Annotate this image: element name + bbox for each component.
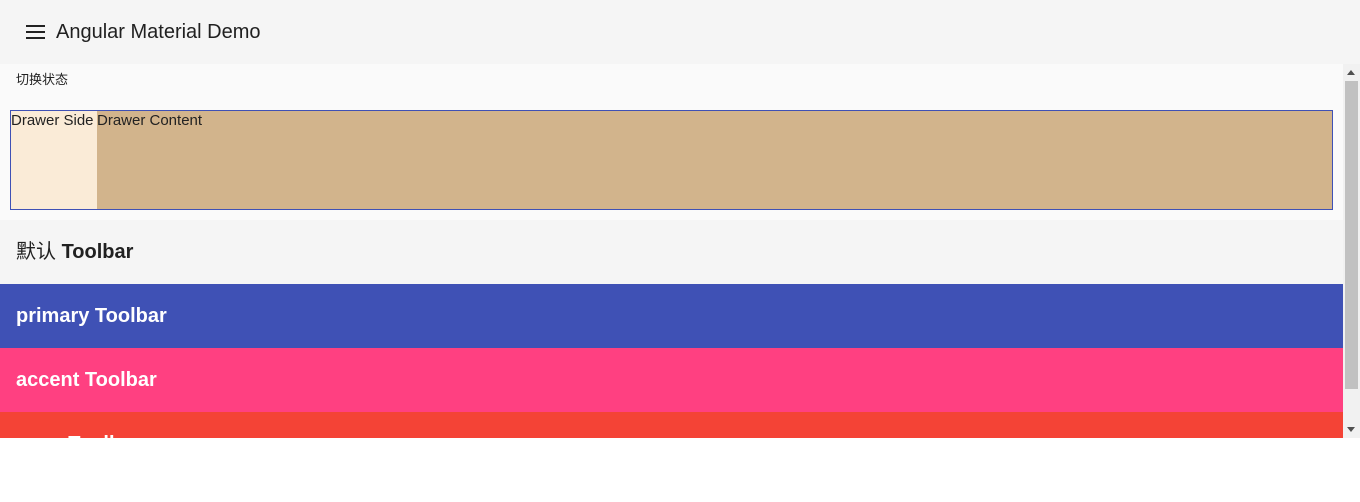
toolbar-label-prefix: 默认: [16, 241, 56, 263]
scroll-up-arrow-icon[interactable]: [1343, 64, 1360, 81]
scrollbar-thumb[interactable]: [1345, 81, 1358, 389]
page-title: Angular Material Demo: [56, 21, 261, 43]
drawer-side: Drawer Side: [11, 111, 97, 209]
toolbar-label: accent Toolbar: [16, 369, 157, 391]
menu-icon[interactable]: [26, 25, 45, 39]
drawer-content: Drawer Content: [97, 112, 203, 129]
drawer-container: Drawer Side Drawer Content: [10, 110, 1333, 210]
default-toolbar: 默认 Toolbar: [0, 220, 1343, 284]
vertical-scrollbar[interactable]: [1343, 64, 1360, 438]
toolbar-label: warn Toolbar: [16, 432, 140, 438]
menu-icon-line: [26, 25, 45, 27]
top-app-bar: Angular Material Demo: [0, 0, 1360, 64]
warn-toolbar: warn Toolbar: [0, 412, 1343, 438]
toolbar-label-text: Toolbar: [61, 241, 134, 263]
menu-icon-line: [26, 31, 45, 33]
main-content: 切换状态 Drawer Side Drawer Content 默认 Toolb…: [0, 64, 1343, 438]
toolbar-label: primary Toolbar: [16, 305, 167, 327]
app-root: Angular Material Demo 切换状态 Drawer Side D…: [0, 0, 1360, 438]
menu-icon-line: [26, 37, 45, 39]
toggle-drawer-button[interactable]: 切换状态: [16, 73, 69, 88]
scroll-down-arrow-icon[interactable]: [1343, 421, 1360, 438]
accent-toolbar: accent Toolbar: [0, 348, 1343, 412]
primary-toolbar: primary Toolbar: [0, 284, 1343, 348]
toolbar-label: 默认 Toolbar: [16, 240, 133, 264]
